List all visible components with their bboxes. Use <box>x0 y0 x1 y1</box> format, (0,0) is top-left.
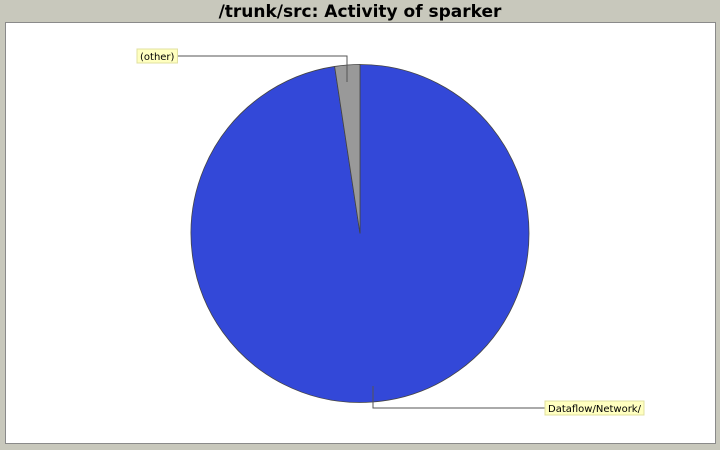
slice-label-text: (other) <box>140 52 175 63</box>
chart-title: /trunk/src: Activity of sparker <box>218 2 502 22</box>
slice-label-0: Dataflow/Network/ <box>372 386 645 416</box>
leader-line <box>177 55 348 82</box>
slice-label-text: Dataflow/Network/ <box>548 404 642 415</box>
slice-label-1: (other) <box>136 48 348 82</box>
slice-label-box <box>544 400 645 416</box>
leader-line <box>372 386 545 409</box>
slice-label-box <box>136 48 178 64</box>
